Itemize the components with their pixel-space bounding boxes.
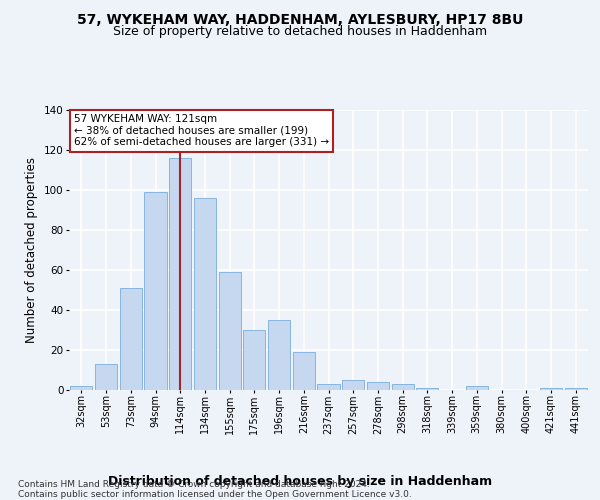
- Bar: [145, 192, 167, 390]
- Bar: [540, 388, 562, 390]
- Bar: [194, 198, 216, 390]
- Bar: [268, 320, 290, 390]
- Bar: [119, 288, 142, 390]
- Bar: [317, 384, 340, 390]
- Bar: [392, 384, 414, 390]
- Bar: [169, 158, 191, 390]
- Bar: [293, 352, 315, 390]
- Bar: [95, 364, 117, 390]
- Bar: [466, 386, 488, 390]
- Bar: [70, 386, 92, 390]
- Text: 57 WYKEHAM WAY: 121sqm
← 38% of detached houses are smaller (199)
62% of semi-de: 57 WYKEHAM WAY: 121sqm ← 38% of detached…: [74, 114, 329, 148]
- Bar: [416, 388, 439, 390]
- Text: Size of property relative to detached houses in Haddenham: Size of property relative to detached ho…: [113, 25, 487, 38]
- Bar: [342, 380, 364, 390]
- Text: Contains HM Land Registry data © Crown copyright and database right 2024.
Contai: Contains HM Land Registry data © Crown c…: [18, 480, 412, 499]
- Bar: [243, 330, 265, 390]
- Bar: [218, 272, 241, 390]
- Y-axis label: Number of detached properties: Number of detached properties: [25, 157, 38, 343]
- Text: 57, WYKEHAM WAY, HADDENHAM, AYLESBURY, HP17 8BU: 57, WYKEHAM WAY, HADDENHAM, AYLESBURY, H…: [77, 12, 523, 26]
- Bar: [565, 388, 587, 390]
- Bar: [367, 382, 389, 390]
- Text: Distribution of detached houses by size in Haddenham: Distribution of detached houses by size …: [108, 474, 492, 488]
